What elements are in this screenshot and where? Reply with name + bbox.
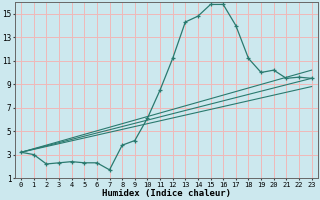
X-axis label: Humidex (Indice chaleur): Humidex (Indice chaleur) bbox=[102, 189, 231, 198]
